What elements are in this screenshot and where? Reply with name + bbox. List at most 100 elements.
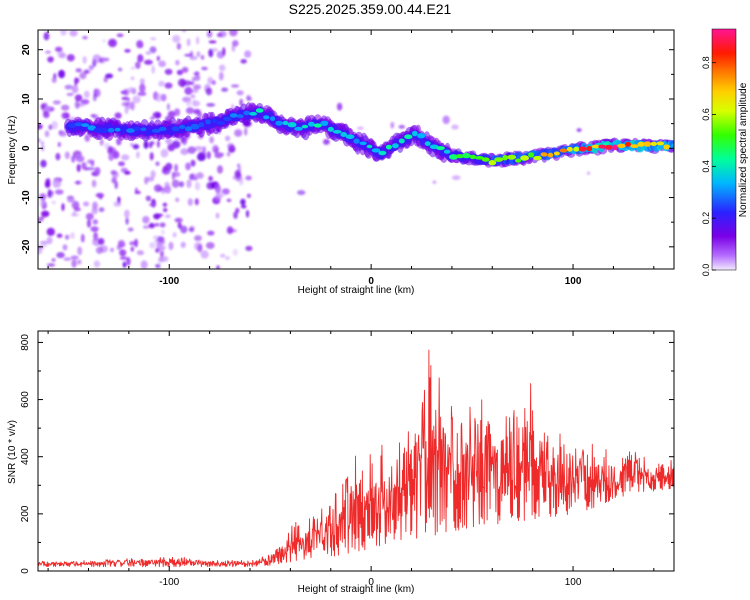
noise-blob [206,151,211,159]
y-tick-label: -20 [21,239,32,254]
noise-blob [46,227,55,236]
noise-blob [116,33,124,37]
ridge-peak [151,128,161,133]
noise-blob [52,100,61,105]
noise-blob [38,248,43,255]
colorbar-tick-label: 0.0 [701,264,711,277]
spectrogram-ridge [63,102,674,168]
ridge-peak [436,146,445,151]
noise-blob [194,198,199,206]
ridge-peak [313,123,322,128]
noise-blob [111,177,117,184]
noise-blob [70,213,80,217]
noise-blob [187,146,196,154]
noise-blob [149,242,156,249]
colorbar: 0.0 0.2 0.4 0.6 0.8 Normalized spectral ampl… [701,28,749,277]
ridge-peak [443,149,451,154]
noise-blob [185,99,192,107]
noise-blob [92,93,97,102]
noise-blob [245,245,253,251]
noise-blob [126,257,131,266]
noise-blob [162,256,169,262]
noise-blob [174,163,179,172]
noise-blob [136,151,140,159]
noise-blob [145,176,155,182]
noise-blob [86,219,92,228]
noise-blob [226,151,231,157]
noise-blob [45,106,51,111]
noise-blob [226,198,232,202]
noise-blob [164,68,173,75]
noise-blob [82,36,88,40]
noise-blob [87,159,95,164]
noise-blob [74,77,80,84]
noise-blob [128,87,134,94]
noise-blob [55,152,61,161]
noise-blob [58,69,66,79]
noise-blob [149,46,157,54]
ridge-peak [301,124,309,129]
noise-blob [163,207,168,213]
noise-blob [107,145,114,155]
ridge-peak [332,129,342,134]
noise-blob [92,54,102,64]
ridge-peak [359,141,367,146]
noise-blob [181,30,187,33]
noise-blob [142,216,150,224]
y-tick-label: 600 [20,391,31,408]
noise-blob [92,201,98,210]
noise-blob [246,193,251,198]
spectrogram-frame [37,29,675,270]
ridge-peak [507,154,517,160]
noise-blob [184,53,193,57]
noise-blob [51,200,56,205]
y-tick-label: 200 [20,505,31,522]
x-tick-label: 100 [565,577,582,588]
noise-blob [233,211,238,219]
ridge-peak [294,126,303,131]
noise-blob [60,104,70,111]
ridge-peak [462,152,471,159]
ridge-peak [385,144,392,150]
noise-blob [94,167,101,175]
noise-blob [45,50,51,54]
noise-blob [103,57,110,62]
noise-blob [207,230,215,236]
noise-blob [167,143,175,152]
noise-blob [103,76,108,83]
noise-blob [176,42,182,50]
noise-blob [206,103,216,107]
noise-blob [221,188,230,195]
noise-blob [156,55,161,62]
noise-blob [44,182,51,189]
ridge-peak [107,127,115,133]
ridge-peak [255,108,264,113]
noise-blob [207,76,214,85]
noise-blob [43,111,50,119]
noise-blob [167,110,176,119]
noise-blob [67,198,76,203]
noise-blob [51,120,58,130]
noise-blob [240,198,246,206]
noise-blob [110,247,114,253]
noise-blob [71,200,80,210]
ridge-peak [282,120,289,126]
ridge-peak [474,156,484,160]
noise-blob [226,226,234,235]
ridge-peak [179,124,186,129]
noise-blob [214,147,219,154]
ridge-peak [270,116,276,122]
noise-blob [196,36,200,45]
noise-blob [168,241,174,251]
snr-xlabel: Height of straight line (km) [298,584,415,595]
noise-blob [297,190,306,196]
noise-blob [181,66,189,73]
y-tick-label: 800 [20,334,31,351]
noise-blob [69,232,75,240]
noise-blob [193,72,200,76]
ridge-peak [263,115,270,120]
noise-blob [139,78,145,86]
noise-blob [105,73,114,79]
noise-blob [158,80,165,87]
noise-blob [84,133,91,142]
